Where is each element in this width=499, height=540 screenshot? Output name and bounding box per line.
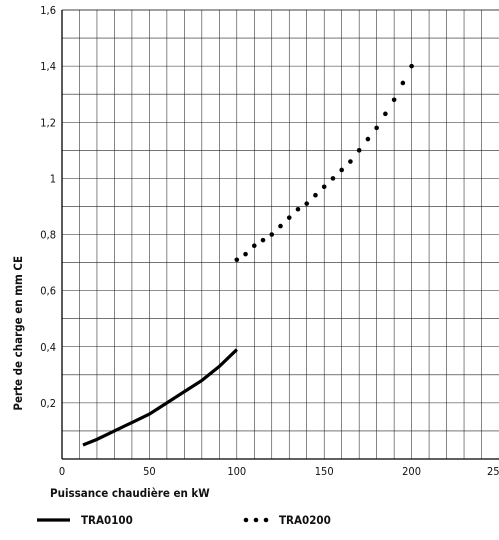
series-line-TRA0100	[82, 348, 238, 447]
series-point-TRA0200	[365, 136, 371, 142]
series-point-TRA0200	[260, 237, 266, 243]
series-point-TRA0200	[251, 243, 257, 249]
series-point-TRA0200	[400, 80, 406, 86]
series-point-TRA0200	[383, 111, 388, 117]
series-point-TRA0200	[286, 215, 292, 220]
series-point-TRA0200	[234, 257, 240, 263]
y-tick-label: 0,4	[40, 341, 56, 354]
series-point-TRA0200	[295, 206, 301, 212]
legend-label-TRA0200: TRA0200	[279, 513, 331, 527]
x-tick-label: 250	[487, 465, 499, 478]
x-axis-label: Puissance chaudière en kW	[50, 486, 210, 500]
series-point-TRA0200	[269, 232, 275, 237]
series-point-TRA0200	[243, 251, 248, 257]
series-point-TRA0200	[356, 148, 362, 153]
series-group	[82, 63, 414, 447]
legend-swatch-TRA0200	[263, 517, 269, 523]
y-tick-label: 1,4	[40, 60, 56, 73]
series-point-TRA0200	[339, 167, 344, 173]
series-point-TRA0200	[348, 159, 353, 164]
tick-labels: 0,2 0,4 0,6 0,8 1 1,2 1,4 1,6 0 50 100 150 200 250	[40, 4, 499, 478]
grid	[62, 10, 499, 459]
y-tick-label: 1	[50, 172, 56, 185]
x-tick-label: 150	[315, 465, 334, 478]
legend: TRA0100 TRA0200	[37, 513, 331, 527]
legend-label-TRA0100: TRA0100	[81, 513, 133, 527]
y-tick-label: 0,6	[40, 285, 56, 298]
series-point-TRA0200	[313, 192, 318, 198]
legend-swatch-TRA0200	[243, 517, 249, 523]
y-tick-label: 0,2	[40, 397, 56, 410]
series-point-TRA0200	[304, 201, 310, 206]
series-point-TRA0200	[391, 97, 397, 103]
series-point-TRA0200	[321, 184, 327, 190]
series-point-TRA0200	[278, 223, 283, 229]
legend-swatch-TRA0200	[253, 517, 259, 523]
y-axis-label: Perte de charge en mm CE	[11, 256, 25, 411]
series-point-TRA0200	[409, 63, 414, 69]
y-tick-label: 1,2	[40, 116, 56, 129]
x-tick-label: 0	[59, 465, 65, 478]
y-tick-label: 1,6	[40, 4, 56, 17]
y-tick-label: 0,8	[40, 229, 56, 242]
series-point-TRA0200	[374, 125, 379, 131]
x-tick-label: 100	[227, 465, 246, 478]
x-tick-label: 50	[143, 465, 156, 478]
plot-frame	[61, 9, 499, 460]
series-point-TRA0200	[330, 176, 336, 181]
x-tick-label: 200	[402, 465, 421, 478]
